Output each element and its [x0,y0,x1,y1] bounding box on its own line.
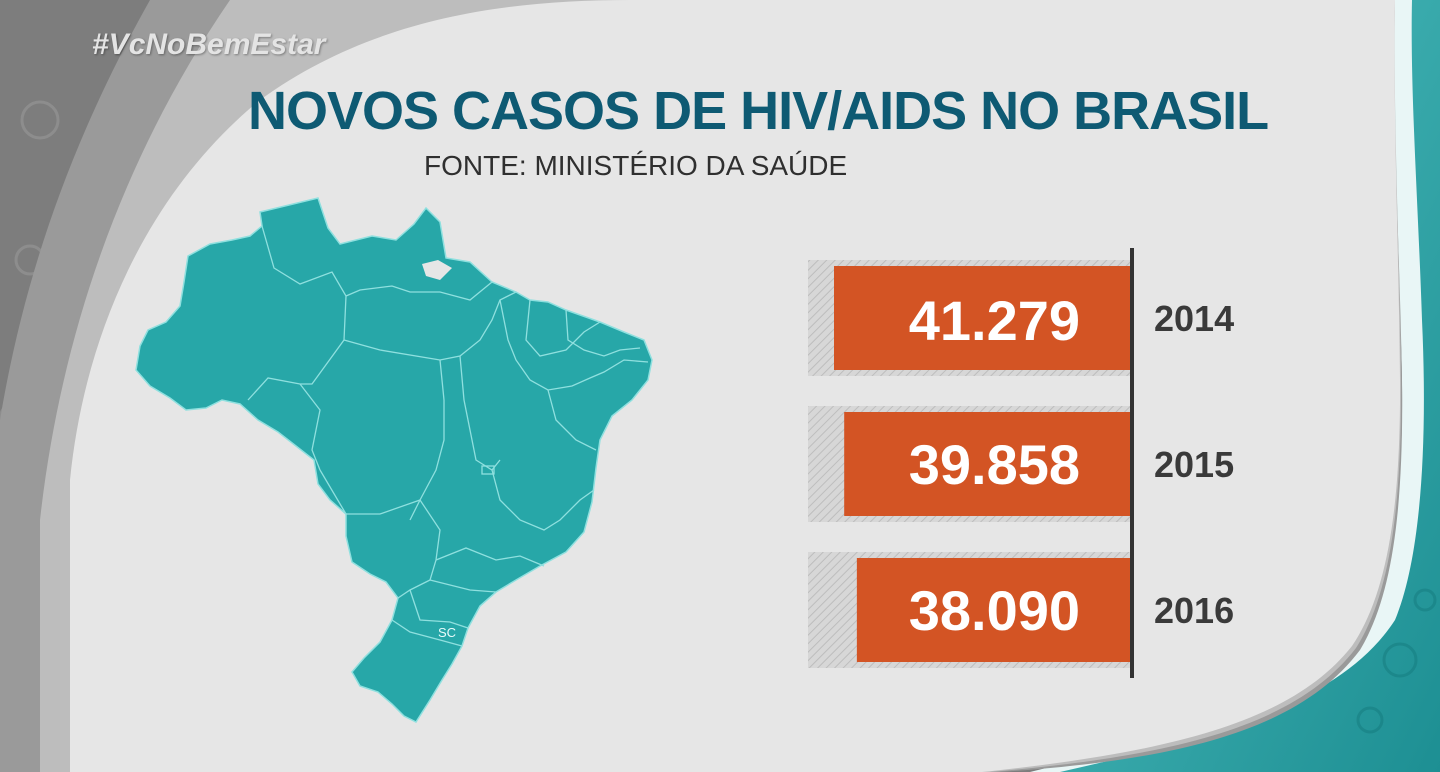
category-label: 2015 [1154,444,1235,485]
category-label: 2016 [1154,590,1235,631]
teal-frame [1060,0,1440,772]
river-delta [422,260,452,280]
bar-value-label: 39.858 [908,433,1080,496]
chart-source: FONTE: MINISTÉRIO DA SAÚDE [424,150,848,181]
bar [834,266,1130,370]
hashtag-watermark: #VcNoBemEstar [92,28,326,61]
brazil-map-shape [135,197,653,723]
state-borders [247,225,649,647]
bar [856,558,1130,662]
bar-value-label: 41.279 [908,289,1080,352]
brazil-map: SC [135,197,653,723]
chart-title: NOVOS CASOS DE HIV/AIDS NO BRASIL [248,81,1269,141]
bar-chart [808,260,1130,668]
map-label-sc: SC [438,625,456,640]
bar [844,412,1130,516]
category-label: 2014 [1154,298,1235,339]
bar-value-label: 38.090 [908,579,1080,642]
frame-doodles [1356,588,1437,734]
